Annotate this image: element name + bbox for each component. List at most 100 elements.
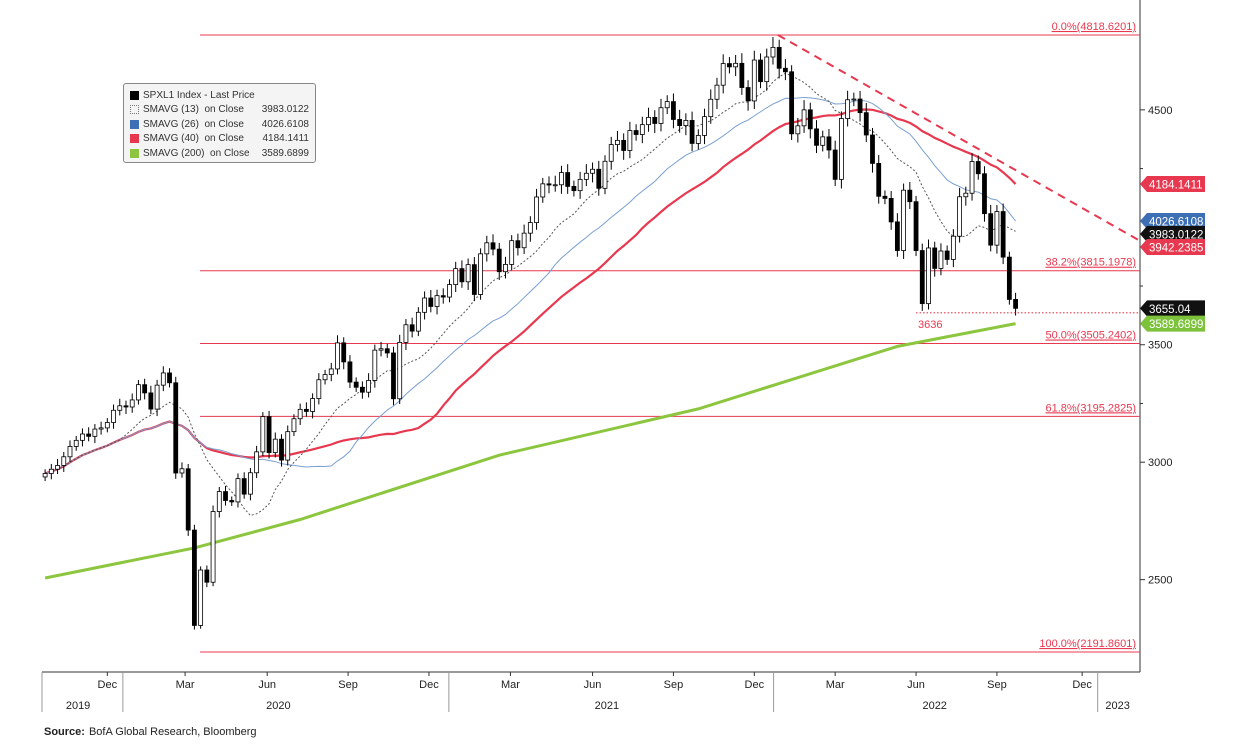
- candle-body: [415, 311, 421, 332]
- candle-body: [832, 149, 838, 180]
- price-tag-label: 3983.0122: [1149, 230, 1203, 242]
- candle-body: [814, 128, 819, 146]
- fib-label: 38.2%(3815.1978): [1045, 257, 1136, 269]
- candle-body: [409, 324, 415, 332]
- candle-body: [534, 196, 539, 223]
- candle-body: [322, 374, 328, 381]
- fib-label: 0.0%(4818.6201): [1052, 21, 1136, 33]
- candle-body: [341, 342, 347, 363]
- candle-body: [148, 392, 154, 410]
- candle-body: [571, 186, 577, 192]
- candle-body: [216, 491, 222, 512]
- candle-body: [67, 446, 73, 458]
- candle-body: [633, 130, 639, 135]
- candle-body: [982, 173, 987, 215]
- candle-body: [739, 62, 745, 88]
- candle-body: [235, 478, 241, 503]
- candle-body: [969, 161, 975, 194]
- candle-body: [745, 87, 751, 102]
- candle-body: [758, 59, 763, 83]
- candle-body: [98, 427, 104, 430]
- candle-body: [590, 168, 595, 174]
- candle-body: [708, 98, 714, 118]
- source-text: BofA Global Research, Bloomberg: [88, 726, 257, 738]
- candle-body: [61, 456, 67, 466]
- price-tag: [1140, 300, 1205, 317]
- candle-body: [173, 382, 179, 474]
- candle-body: [129, 399, 135, 408]
- candle-body: [266, 416, 272, 453]
- candle-body: [241, 478, 247, 495]
- x-tick-label: Dec: [1072, 679, 1092, 691]
- candle-body: [727, 63, 732, 68]
- candle-body: [527, 222, 533, 234]
- candle-body: [509, 240, 515, 265]
- legend-item-price: SPXL1 Index - Last Price: [130, 88, 309, 103]
- candle-body: [652, 116, 658, 124]
- candle-body: [677, 119, 683, 126]
- fib-label: 61.8%(3195.2825): [1045, 402, 1136, 414]
- candle-body: [136, 384, 141, 401]
- candle-body: [328, 368, 334, 375]
- candle-body: [111, 409, 116, 423]
- candle-body: [490, 242, 496, 250]
- candle-body: [123, 405, 129, 408]
- candle-body: [92, 428, 98, 437]
- candle-body: [303, 408, 309, 412]
- candle-body: [608, 144, 614, 162]
- legend-label: SMAVG (13) on Close: [143, 104, 244, 116]
- candle-body: [291, 418, 297, 433]
- candle-body: [695, 135, 701, 144]
- candle-body: [838, 118, 844, 180]
- candle-body: [702, 116, 707, 136]
- y-tick-label: 3000: [1148, 457, 1172, 469]
- candle-body: [671, 101, 676, 120]
- x-tick-label: Sep: [987, 679, 1007, 691]
- fib-label: 100.0%(2191.8601): [1039, 638, 1136, 650]
- candle-body: [422, 297, 427, 313]
- candle-body: [142, 384, 148, 394]
- candle-body: [335, 342, 340, 370]
- candle-body: [248, 472, 253, 495]
- candle-body: [714, 84, 720, 100]
- candle-body: [297, 408, 303, 420]
- legend-value: 3589.6899: [261, 147, 309, 159]
- candle-body: [391, 352, 396, 400]
- candle-body: [285, 431, 291, 461]
- legend-label: SMAVG (26) on Close: [143, 118, 244, 130]
- candle-body: [776, 46, 782, 69]
- candle-body: [733, 62, 739, 68]
- candle-body: [583, 172, 589, 180]
- candle-body: [994, 211, 1000, 246]
- candle-body: [204, 569, 210, 583]
- candle-body: [851, 98, 857, 101]
- candle-body: [944, 250, 950, 260]
- candle-body: [378, 348, 384, 351]
- candle-body: [988, 213, 994, 246]
- x-tick-label: Mar: [501, 679, 520, 691]
- candle-body: [683, 120, 689, 126]
- x-tick-label: Sep: [664, 679, 684, 691]
- candle-body: [621, 139, 627, 151]
- candle-body: [932, 247, 938, 269]
- candle-body: [770, 46, 776, 58]
- candle-body: [950, 235, 956, 260]
- sma200-line: [44, 322, 1016, 580]
- candle-body: [185, 468, 191, 531]
- candle-body: [428, 297, 434, 307]
- price-tag: [1140, 176, 1205, 193]
- candle-body: [559, 172, 564, 186]
- candle-body: [503, 264, 508, 273]
- x-year-label: 2023: [1105, 700, 1129, 712]
- x-tick-label: Dec: [745, 679, 765, 691]
- legend-swatch: [130, 148, 139, 158]
- candle-body: [826, 136, 832, 151]
- candle-body: [938, 250, 944, 269]
- candle-body: [751, 59, 757, 102]
- candle-body: [565, 172, 571, 187]
- price-tag-label: 3655.04: [1149, 304, 1191, 316]
- candle-body: [434, 295, 440, 307]
- candle-body: [347, 361, 353, 383]
- candle-body: [957, 196, 962, 237]
